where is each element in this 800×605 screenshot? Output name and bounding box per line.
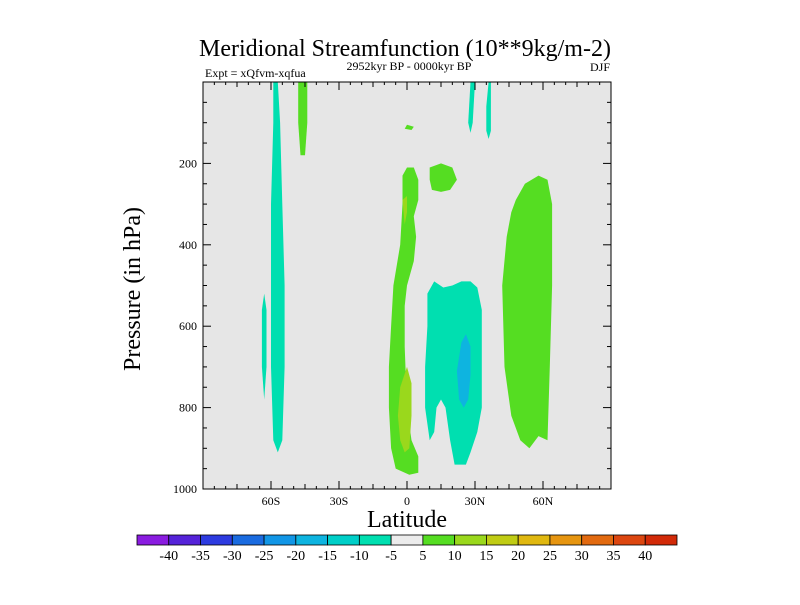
colorbar-label: -10: [350, 549, 369, 564]
contour-region-3: [404, 124, 414, 130]
x-tick-label: 60N: [533, 494, 554, 508]
x-tick-label: 30S: [330, 494, 349, 508]
colorbar-label: -15: [318, 549, 337, 564]
colorbar-label: 5: [419, 549, 426, 564]
colorbar-label: -30: [223, 549, 242, 564]
colorbar-label: -5: [385, 549, 397, 564]
colorbar-swatch: [263, 534, 297, 546]
contour-region-10: [486, 82, 491, 139]
colorbar-swatch: [549, 534, 583, 546]
experiment-label: Expt = xQfvm-xqfua: [205, 66, 306, 80]
colorbar-label: -20: [286, 549, 305, 564]
colorbar-label: -40: [159, 549, 178, 564]
contour-region-9: [468, 82, 475, 133]
contour-region-0: [271, 82, 285, 453]
colorbar-swatch: [644, 534, 678, 546]
season-label: DJF: [590, 60, 610, 74]
contour-region-11: [425, 281, 482, 465]
colorbar-swatch: [422, 534, 456, 546]
contour-region-8: [397, 366, 412, 453]
colorbar-swatch: [295, 534, 328, 546]
colorbar-label: 25: [543, 549, 557, 564]
colorbar-label: 35: [606, 549, 620, 564]
chart-title: Meridional Streamfunction (10**9kg/m-2): [199, 36, 611, 62]
colorbar-swatch: [613, 534, 646, 546]
colorbar-swatch: [200, 534, 233, 546]
y-tick-label: 1000: [173, 482, 197, 496]
x-axis-label: Latitude: [367, 507, 447, 533]
colorbar-label: -25: [255, 549, 274, 564]
colorbar-swatch: [390, 534, 424, 546]
contour-region-12: [456, 334, 471, 408]
colorbar-swatch: [486, 534, 519, 546]
colorbar-label: 15: [479, 549, 493, 564]
y-tick-label: 600: [179, 319, 197, 333]
y-axis-label: Pressure (in hPa): [120, 207, 146, 371]
x-tick-label: 30N: [465, 494, 486, 508]
colorbar-swatch: [168, 534, 201, 546]
colorbar-swatch: [136, 534, 170, 546]
contour-region-1: [261, 293, 267, 400]
contour-region-5: [429, 163, 457, 192]
colorbar-swatch: [454, 534, 487, 546]
colorbar-swatch: [581, 534, 614, 546]
colorbar-swatch: [231, 534, 265, 546]
colorbar-label: -35: [191, 549, 210, 564]
colorbar-label: 40: [638, 549, 652, 564]
colorbar-label: 30: [575, 549, 589, 564]
contour-region-4: [388, 167, 419, 475]
colorbar-label: 20: [511, 549, 525, 564]
y-tick-label: 400: [179, 238, 197, 252]
period-label: 2952kyr BP - 0000kyr BP: [347, 59, 472, 73]
colorbar-label: 10: [448, 549, 462, 564]
y-tick-label: 800: [179, 401, 197, 415]
x-tick-label: 60S: [262, 494, 281, 508]
y-tick-label: 200: [179, 156, 197, 170]
colorbar-swatch: [327, 534, 360, 546]
contour-region-7: [402, 196, 407, 225]
colorbar-swatch: [358, 534, 392, 546]
colorbar-swatch: [517, 534, 551, 546]
contour-region-2: [298, 82, 308, 156]
contour-region-6: [502, 175, 553, 449]
x-tick-label: 0: [404, 494, 410, 508]
